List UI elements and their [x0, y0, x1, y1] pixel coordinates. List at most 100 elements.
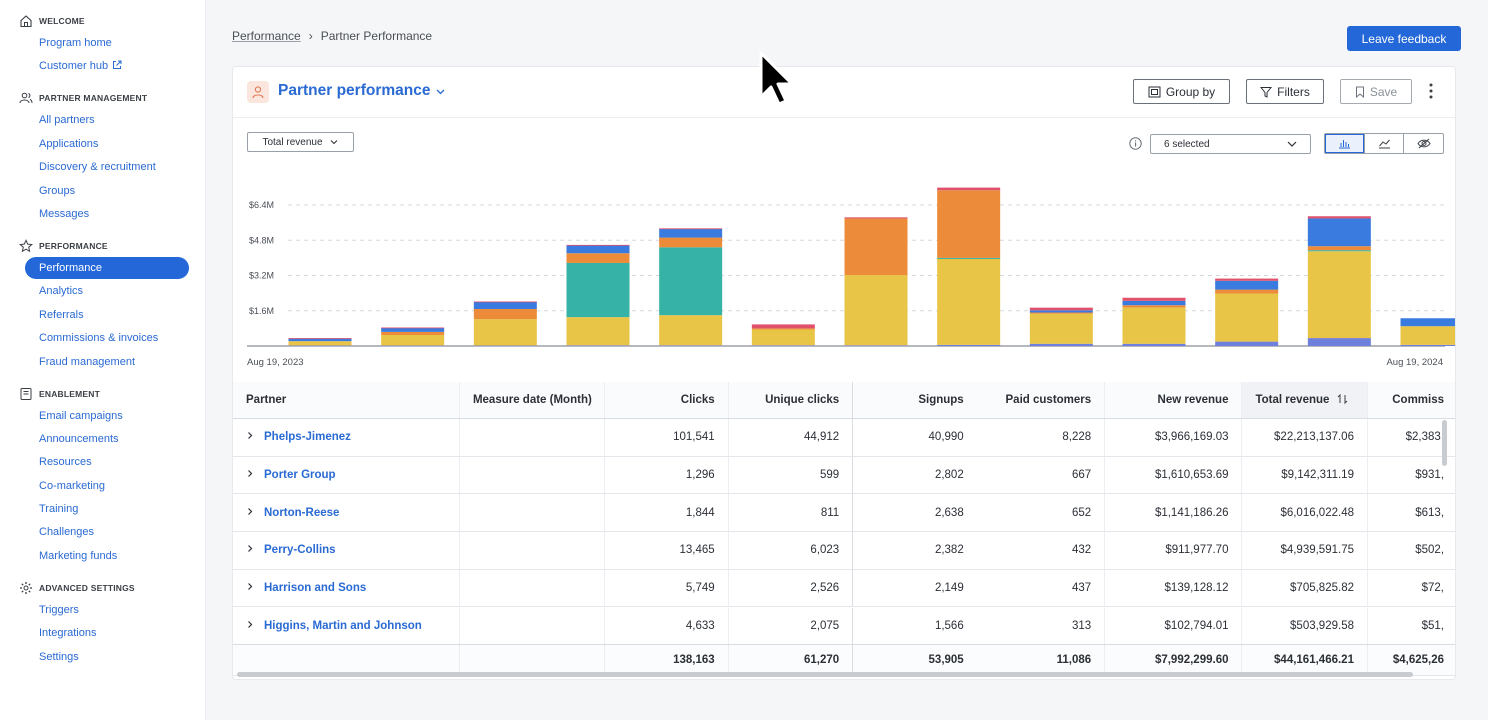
sidebar-item-all-partners[interactable]: All partners — [25, 109, 189, 131]
sidebar-item-program-home[interactable]: Program home — [25, 32, 189, 54]
table-row[interactable]: Higgins, Martin and Johnson 4,633 2,075 1,5… — [233, 607, 1455, 646]
total-cell-total-rev: $44,161,466.21 — [1242, 645, 1368, 676]
bar-chart-view-button[interactable] — [1325, 134, 1365, 153]
sidebar-item-discovery-and-recruitment[interactable]: Discovery & recruitment — [25, 156, 189, 178]
column-header-total-revenue[interactable]: Total revenue — [1242, 382, 1368, 418]
table-totals-row: 138,163 61,270 53,905 11,086 $7,992,299.60 $4… — [233, 644, 1455, 677]
chart-panel: $1.6M $3.2M $4.8M $6.4M Aug 19, 2023 Aug 19, … — [233, 119, 1455, 382]
expand-chevron-icon[interactable] — [246, 431, 254, 443]
table-cell-paid: 437 — [977, 569, 1106, 607]
table-row[interactable]: Harrison and Sons 5,749 2,526 2,149 437 $139,… — [233, 569, 1455, 608]
expand-chevron-icon[interactable] — [246, 469, 254, 481]
chart-bar-segment — [751, 329, 815, 346]
report-card: Partner performance Group by Filters Sav… — [232, 66, 1456, 680]
partner-link[interactable]: Porter Group — [264, 469, 336, 482]
partner-link[interactable]: Norton-Reese — [264, 506, 340, 519]
external-link-icon — [112, 56, 122, 78]
leave-feedback-button[interactable]: Leave feedback — [1347, 26, 1461, 51]
chart-bar-segment — [659, 345, 723, 347]
table-cell-unique: 6,023 — [729, 532, 854, 569]
column-header-label: Clicks — [680, 394, 715, 406]
chart-bar-segment — [1215, 289, 1279, 294]
table-cell-date — [460, 607, 606, 645]
table-cell-date — [460, 532, 606, 569]
expand-chevron-icon[interactable] — [246, 582, 254, 594]
column-header-measure-date-month[interactable]: Measure date (Month) — [460, 382, 606, 418]
table-row[interactable]: Norton-Reese 1,844 811 2,638 652 $1,141,186.2… — [233, 494, 1455, 533]
breadcrumb-root-link[interactable]: Performance — [232, 29, 301, 43]
partner-link[interactable]: Harrison and Sons — [264, 582, 367, 595]
table-row[interactable]: Phelps-Jimenez 101,541 44,912 40,990 8,228 $3… — [233, 419, 1455, 457]
table-cell-signups: 2,382 — [934, 544, 964, 557]
sidebar-item-integrations[interactable]: Integrations — [25, 622, 189, 644]
chart-bar-segment — [1307, 338, 1371, 346]
chart-bar-segment — [1122, 343, 1186, 346]
chart-bar-segment — [1400, 318, 1455, 327]
line-chart-view-button[interactable] — [1365, 134, 1405, 153]
metric-select[interactable]: Total revenue — [247, 132, 354, 152]
sidebar-item-groups[interactable]: Groups — [25, 180, 189, 202]
bar-chart-icon — [1338, 140, 1350, 149]
sidebar-item-marketing-funds[interactable]: Marketing funds — [25, 545, 189, 567]
filters-button[interactable]: Filters — [1246, 79, 1324, 104]
sidebar-item-challenges[interactable]: Challenges — [25, 521, 189, 543]
column-header-paid-customers[interactable]: Paid customers — [977, 382, 1106, 418]
partner-link[interactable]: Higgins, Martin and Johnson — [264, 619, 422, 632]
table-cell-unique: 599 — [729, 456, 854, 494]
column-header-partner[interactable]: Partner — [233, 382, 460, 418]
table-cell-date — [460, 569, 606, 607]
save-button[interactable]: Save — [1340, 79, 1412, 104]
hide-chart-button[interactable] — [1404, 134, 1443, 153]
sidebar-section-heading: WELCOME — [0, 10, 205, 32]
book-icon — [19, 387, 33, 401]
sidebar-item-performance[interactable]: Performance — [25, 256, 189, 279]
group-by-button[interactable]: Group by — [1133, 79, 1230, 104]
sidebar-heading-label: ADVANCED SETTINGS — [39, 582, 135, 593]
chart-bar-segment — [937, 187, 1001, 191]
line-chart-icon — [1378, 139, 1390, 149]
horizontal-scrollbar[interactable] — [237, 672, 1413, 677]
column-header-clicks[interactable]: Clicks — [605, 382, 729, 418]
series-select[interactable]: 6 selected — [1150, 134, 1311, 154]
more-options-icon[interactable] — [1429, 83, 1433, 104]
sidebar-item-training[interactable]: Training — [25, 498, 189, 520]
vertical-scrollbar[interactable] — [1442, 420, 1447, 466]
table-cell-partner: Higgins, Martin and Johnson — [233, 607, 460, 645]
expand-chevron-icon[interactable] — [246, 507, 254, 519]
table-row[interactable]: Perry-Collins 13,465 6,023 2,382 432 $911,977… — [233, 532, 1455, 570]
chart-bar-segment — [1029, 313, 1093, 344]
sidebar-item-triggers[interactable]: Triggers — [25, 599, 189, 621]
partner-link[interactable]: Phelps-Jimenez — [264, 431, 351, 444]
table-row[interactable]: Porter Group 1,296 599 2,802 667 $1,610,653.6… — [233, 456, 1455, 495]
report-title-dropdown[interactable]: Partner performance — [278, 82, 446, 100]
column-header-signups[interactable]: Signups — [853, 382, 977, 418]
chart-view-toggle — [1324, 133, 1444, 154]
column-header-unique-clicks[interactable]: Unique clicks — [729, 382, 854, 418]
sidebar-item-customer-hub[interactable]: Customer hub — [25, 55, 189, 77]
chart-bar-segment — [844, 217, 908, 219]
sidebar-item-fraud-management[interactable]: Fraud management — [25, 351, 189, 373]
expand-chevron-icon[interactable] — [246, 544, 254, 556]
sidebar-item-label: Challenges — [39, 526, 95, 539]
column-header-new-revenue[interactable]: New revenue — [1105, 382, 1243, 418]
sidebar-item-co-marketing[interactable]: Co-marketing — [25, 475, 189, 497]
sidebar-item-applications[interactable]: Applications — [25, 133, 189, 155]
sidebar-item-resources[interactable]: Resources — [25, 451, 189, 473]
expand-chevron-icon[interactable] — [246, 620, 254, 632]
column-header-label: Paid customers — [1005, 394, 1092, 406]
table-cell-comm: $72, — [1421, 582, 1445, 595]
sort-icon[interactable] — [1337, 393, 1348, 408]
info-icon[interactable] — [1129, 137, 1142, 155]
sidebar-item-announcements[interactable]: Announcements — [25, 428, 189, 450]
sidebar-item-commissions-and-invoices[interactable]: Commissions & invoices — [25, 327, 189, 349]
sidebar-item-analytics[interactable]: Analytics — [25, 280, 189, 302]
chart-bar-segment — [937, 258, 1001, 345]
sidebar-item-referrals[interactable]: Referrals — [25, 304, 189, 326]
partner-link[interactable]: Perry-Collins — [264, 544, 336, 557]
group-by-label: Group by — [1165, 84, 1216, 99]
sidebar-item-messages[interactable]: Messages — [25, 203, 189, 225]
chart-bar-segment — [381, 331, 445, 335]
column-header-commiss[interactable]: Commiss — [1368, 382, 1455, 418]
sidebar-item-settings[interactable]: Settings — [25, 646, 189, 668]
sidebar-item-email-campaigns[interactable]: Email campaigns — [25, 405, 189, 427]
